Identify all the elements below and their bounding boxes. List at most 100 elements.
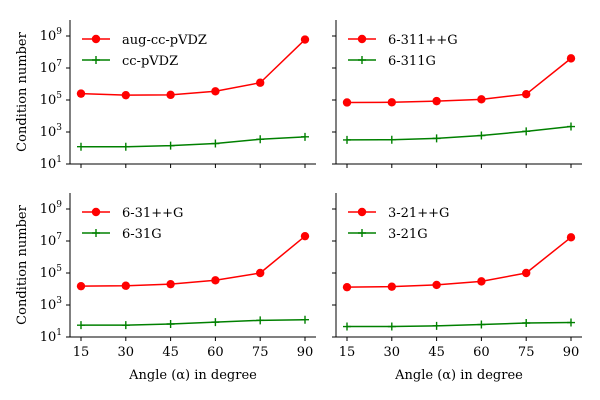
legend-label: 6-311++G [388, 33, 458, 48]
y-tick-exponent: 9 [56, 27, 62, 37]
data-point [432, 134, 441, 143]
y-tick-label: 105 [40, 91, 63, 108]
x-tick-label: 45 [428, 345, 445, 360]
legend-label: aug-cc-pVDZ [122, 33, 207, 48]
series-3-21-plus-plusg [342, 233, 576, 292]
data-point [300, 231, 310, 241]
data-point [211, 139, 220, 148]
data-point [211, 87, 220, 96]
y-tick-base: 10 [40, 266, 57, 281]
y-tick-label: 101 [40, 328, 62, 345]
legend-label: 6-31G [122, 227, 162, 242]
y-tick-exponent: 7 [56, 232, 62, 242]
subplot-6-311-plus-plus-g: 6-311++G 6-311G [332, 20, 582, 168]
series-3-21g [343, 318, 575, 331]
legend-item-3-21-plus-plusg: 3-21++G [348, 206, 449, 221]
x-tick-label: 15 [339, 345, 356, 360]
y-tick-label: 103 [40, 123, 63, 140]
data-point [432, 96, 441, 106]
y-tick-base: 10 [40, 202, 57, 217]
legend-label: cc-pVDZ [122, 54, 178, 69]
data-point [77, 321, 85, 330]
x-tick-label: 90 [563, 345, 580, 360]
data-point [566, 233, 576, 242]
legend: 6-311++G 6-311G [348, 33, 458, 69]
legend-marker [92, 229, 100, 237]
data-point [432, 321, 441, 330]
series-6-311g [343, 122, 575, 144]
series-6-31g [77, 315, 309, 330]
x-axis-label: Angle (α) in degree [394, 368, 523, 383]
data-point [342, 98, 352, 107]
x-tick-label: 45 [162, 345, 179, 360]
data-point [300, 35, 310, 44]
legend-marker [92, 56, 100, 64]
data-point [387, 322, 396, 331]
legend-item-3-21g: 3-21G [348, 227, 428, 242]
y-tick-base: 10 [40, 157, 57, 172]
data-point [477, 320, 486, 329]
data-point [567, 318, 575, 327]
series-aug-cc-pvdz [76, 35, 310, 100]
data-point [522, 318, 531, 327]
legend-item-6-311-plus-plusg: 6-311++G [348, 33, 458, 48]
series-line [346, 125, 572, 141]
y-tick-exponent: 7 [56, 59, 62, 69]
data-point [121, 281, 130, 290]
series-line [346, 236, 572, 288]
legend-label: 6-311G [388, 54, 436, 69]
series-line [346, 57, 572, 104]
data-point [121, 142, 130, 151]
legend-marker [91, 34, 101, 44]
data-point [256, 78, 265, 87]
data-point [343, 135, 351, 144]
legend-item-6-31-plus-plusg: 6-31++G [82, 206, 183, 221]
legend-item-aug-cc-pvdz: aug-cc-pVDZ [82, 33, 207, 48]
y-tick-base: 10 [40, 330, 57, 345]
legend-marker [358, 56, 366, 64]
legend-label: 6-31++G [122, 206, 183, 221]
y-tick-base: 10 [40, 125, 57, 140]
y-axis-label: Condition number [15, 31, 30, 151]
data-point [76, 281, 86, 291]
data-point [567, 122, 575, 131]
data-point [343, 322, 351, 331]
y-tick-label: 107 [40, 59, 63, 76]
legend: 6-31++G 6-31G [82, 206, 183, 242]
legend-item-cc-pvdz: cc-pVDZ [82, 54, 178, 69]
y-tick-label: 109 [40, 27, 63, 44]
x-tick-label: 90 [297, 345, 314, 360]
y-tick-label: 105 [40, 264, 63, 281]
x-tick-label: 15 [73, 345, 90, 360]
legend-marker [357, 34, 367, 44]
y-tick-exponent: 3 [56, 123, 62, 133]
data-point [256, 135, 265, 144]
y-tick-label: 109 [40, 200, 63, 217]
legend-marker [358, 229, 366, 237]
x-tick-label: 30 [384, 345, 401, 360]
x-tick-label: 60 [473, 345, 490, 360]
data-point [166, 279, 175, 289]
y-tick-label: 107 [40, 232, 63, 249]
y-tick-base: 10 [40, 234, 57, 249]
series-line [80, 39, 306, 96]
legend-item-6-311g: 6-311G [348, 54, 436, 69]
series-line [81, 136, 306, 148]
data-point [256, 316, 265, 325]
data-point [387, 98, 396, 107]
data-point [522, 268, 531, 278]
series-line [81, 318, 306, 326]
y-tick-exponent: 5 [56, 264, 62, 274]
data-point [121, 321, 130, 330]
y-tick-base: 10 [40, 29, 57, 44]
data-point [301, 132, 309, 141]
y-tick-exponent: 1 [56, 328, 62, 338]
data-point [211, 318, 220, 327]
data-point [477, 131, 486, 140]
x-tick-label: 75 [252, 345, 269, 360]
legend-item-6-31g: 6-31G [82, 227, 162, 242]
x-axis-label: Angle (α) in degree [128, 368, 257, 383]
